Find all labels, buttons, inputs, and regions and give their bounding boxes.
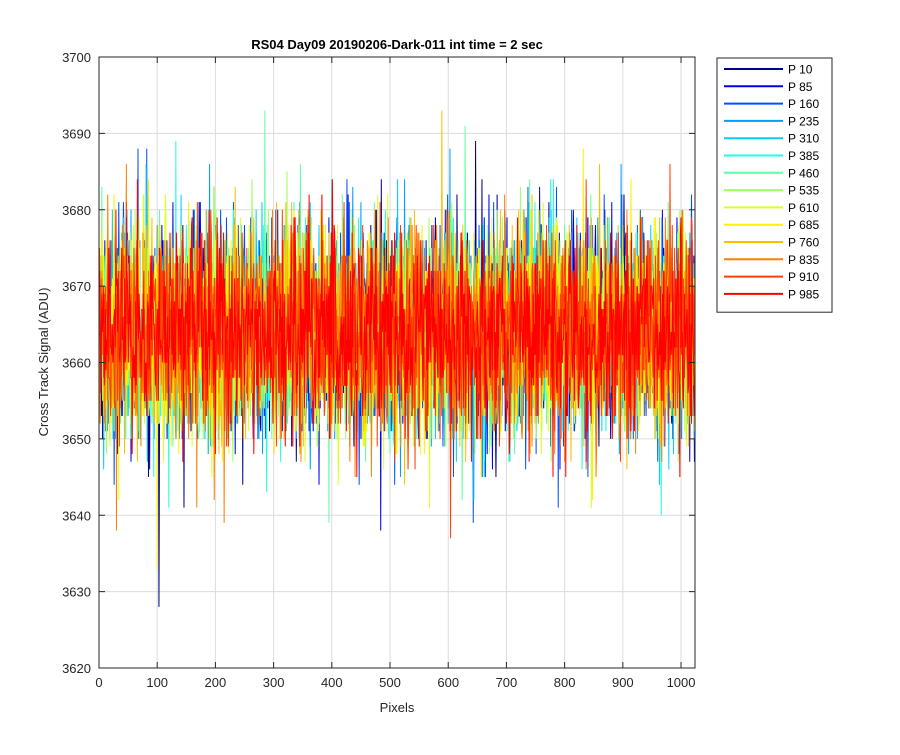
x-tick-label: 600 — [437, 675, 459, 690]
series-line-p985 — [98, 179, 695, 478]
legend: P 10 P 85 P 160 P 235 P 310 P 385 P 460 P 535 P … — [716, 57, 833, 313]
legend-label: P 85 — [788, 80, 813, 94]
y-axis-ticks: 3620 3630 3640 3650 3660 3670 3680 3690 3700 — [62, 50, 695, 676]
x-tick-label: 300 — [263, 675, 285, 690]
legend-label: P 985 — [788, 287, 819, 301]
chart-title: RS04 Day09 20190206-Dark-011 int time = … — [251, 37, 543, 52]
legend-label: P 460 — [788, 166, 819, 180]
legend-label: P 160 — [788, 97, 819, 111]
y-tick-label: 3620 — [62, 661, 91, 676]
x-tick-label: 100 — [146, 675, 168, 690]
y-tick-label: 3690 — [62, 126, 91, 141]
series-lines — [98, 110, 695, 607]
y-tick-label: 3640 — [62, 508, 91, 523]
x-axis-label: Pixels — [380, 700, 415, 715]
legend-label: P 10 — [788, 63, 813, 77]
y-tick-label: 3680 — [62, 203, 91, 218]
y-tick-label: 3700 — [62, 50, 91, 65]
y-tick-label: 3670 — [62, 279, 91, 294]
x-axis-ticks: 0 100 200 300 400 500 600 700 800 900 1000 — [95, 57, 695, 690]
legend-label: P 610 — [788, 201, 819, 215]
y-tick-label: 3650 — [62, 432, 91, 447]
legend-label: P 235 — [788, 114, 819, 128]
x-tick-label: 0 — [95, 675, 102, 690]
y-tick-label: 3630 — [62, 585, 91, 600]
legend-label: P 310 — [788, 132, 819, 146]
x-tick-label: 800 — [554, 675, 576, 690]
x-tick-label: 1000 — [667, 675, 696, 690]
x-tick-label: 400 — [321, 675, 343, 690]
legend-label: P 385 — [788, 149, 819, 163]
x-tick-label: 500 — [379, 675, 401, 690]
y-tick-label: 3660 — [62, 356, 91, 371]
y-axis-label: Cross Track Signal (ADU) — [36, 288, 51, 437]
legend-label: P 835 — [788, 253, 819, 267]
x-tick-label: 200 — [205, 675, 227, 690]
legend-label: P 535 — [788, 184, 819, 198]
legend-label: P 685 — [788, 218, 819, 232]
x-tick-label: 900 — [612, 675, 634, 690]
legend-label: P 910 — [788, 270, 819, 284]
legend-box — [716, 57, 833, 313]
legend-label: P 760 — [788, 236, 819, 250]
x-tick-label: 700 — [496, 675, 518, 690]
